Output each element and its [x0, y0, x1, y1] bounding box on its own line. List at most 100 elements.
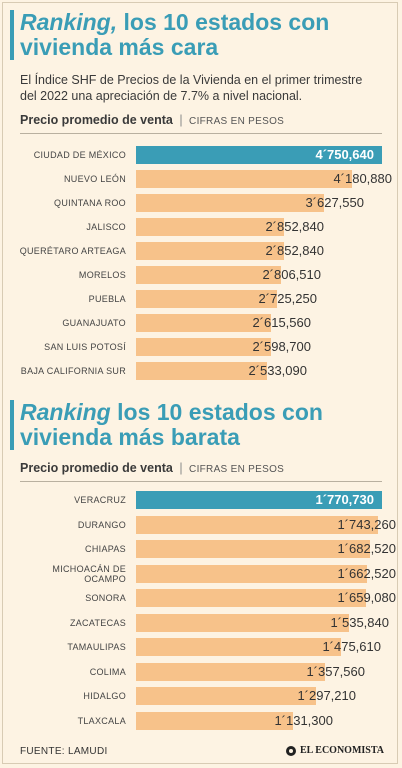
- bar-row: GUANAJUATO 2´615,560: [0, 311, 402, 335]
- bar: [136, 290, 277, 308]
- section2-accent-bar: [10, 400, 14, 450]
- section1-intro: El Índice SHF de Precios de la Vivienda …: [20, 73, 363, 103]
- bar: [136, 170, 352, 188]
- bar: [136, 218, 284, 236]
- bar: [136, 589, 366, 607]
- value-label: 1´770,730: [315, 492, 374, 507]
- category-label: NUEVO LEÓN: [63, 174, 126, 184]
- value-label: 2´725,250: [258, 291, 317, 306]
- chart-least-expensive: VERACRUZ 1´770,730 DURANGO 1´743,260 CHIAPAS…: [0, 488, 402, 733]
- bar-row: ZACATECAS 1´535,840: [0, 611, 402, 635]
- brand-name: EL ECONOMISTA: [300, 745, 384, 756]
- bar: [136, 194, 324, 212]
- value-label: 2´852,840: [265, 243, 324, 258]
- section1-label-sub: CIFRAS EN PESOS: [189, 116, 285, 127]
- value-label: 2´533,090: [248, 363, 307, 378]
- value-label: 1´659,080: [337, 590, 396, 605]
- bar-row: NUEVO LEÓN 4´180,880: [0, 167, 402, 191]
- section1-title: Ranking, los 10 estados con vivienda más…: [20, 10, 390, 60]
- category-label: VERACRUZ: [74, 495, 126, 505]
- section2-title: Ranking los 10 estados con vivienda más …: [20, 400, 390, 450]
- section2-rule: [20, 481, 382, 482]
- brand-icon: [286, 745, 296, 756]
- section2-label: Precio promedio de venta | CIFRAS EN PES…: [20, 461, 284, 475]
- bar-row: CIUDAD DE MÉXICO 4´750,640: [0, 143, 402, 167]
- value-label: 2´852,840: [265, 219, 324, 234]
- bar: [136, 687, 316, 705]
- bar-row: SONORA 1´659,080: [0, 586, 402, 610]
- value-label: 4´180,880: [333, 171, 392, 186]
- category-label: CIUDAD DE MÉXICO: [33, 150, 126, 160]
- bar-row: QUINTANA ROO 3´627,550: [0, 191, 402, 215]
- bar: [136, 540, 370, 558]
- category-label: HIDALGO: [83, 691, 126, 701]
- category-label: GUANAJUATO: [62, 318, 126, 328]
- value-label: 1´662,520: [337, 565, 396, 581]
- section2-label-sep: |: [179, 461, 183, 475]
- bar: [136, 362, 267, 380]
- category-label: TLAXCALA: [77, 715, 126, 726]
- bar-row: MICHOACÁN DE OCAMPO 1´662,520: [0, 562, 402, 586]
- category-label: MORELOS: [78, 270, 126, 280]
- category-label: QUINTANA ROO: [54, 198, 126, 208]
- bar: [136, 242, 284, 260]
- category-label: COLIMA: [89, 666, 126, 677]
- value-label: 1´131,300: [274, 712, 333, 728]
- bar-row: BAJA CALIFORNIA SUR 2´533,090: [0, 359, 402, 383]
- bar: [136, 491, 382, 509]
- category-label: ZACATECAS: [69, 617, 126, 628]
- category-label: SONORA: [85, 593, 126, 603]
- section1-title-rest: los 10 estados con vivienda más cara: [20, 9, 330, 60]
- bar-row: SAN LUIS POTOSÍ 2´598,700: [0, 335, 402, 359]
- bar: [136, 638, 341, 656]
- value-label: 3´627,550: [305, 195, 364, 210]
- infographic-frame: [2, 2, 398, 764]
- bar-row: VERACRUZ 1´770,730: [0, 488, 402, 512]
- section1-accent-bar: [10, 10, 14, 60]
- category-label: SAN LUIS POTOSÍ: [44, 342, 126, 352]
- bar: [136, 662, 325, 681]
- value-label: 2´615,560: [252, 315, 311, 330]
- footer-source: FUENTE: LAMUDI: [20, 746, 108, 757]
- bar: [136, 711, 293, 730]
- category-label: DURANGO: [77, 519, 126, 530]
- bar: [136, 266, 281, 284]
- value-label: 1´682,520: [337, 541, 396, 556]
- section1-label-sep: |: [179, 113, 183, 127]
- bar-row: JALISCO 2´852,840: [0, 215, 402, 239]
- section2-label-sub: CIFRAS EN PESOS: [189, 464, 285, 475]
- bar-row: HIDALGO 1´297,210: [0, 684, 402, 708]
- bar-row: QUERÉTARO ARTEAGA 2´852,840: [0, 239, 402, 263]
- bar-row: DURANGO 1´743,260: [0, 513, 402, 537]
- value-label: 4´750,640: [315, 147, 374, 162]
- category-label: CHIAPAS: [85, 544, 126, 554]
- bar: [136, 338, 271, 356]
- bar-row: CHIAPAS 1´682,520: [0, 537, 402, 561]
- bar-row: COLIMA 1´357,560: [0, 660, 402, 684]
- section2-title-rest: los 10 estados con vivienda más barata: [20, 399, 323, 450]
- category-label: PUEBLA: [88, 294, 126, 304]
- category-label: QUERÉTARO ARTEAGA: [19, 246, 126, 256]
- value-label: 1´357,560: [306, 663, 365, 679]
- value-label: 1´297,210: [297, 688, 356, 703]
- bar: [136, 564, 367, 583]
- section1-label: Precio promedio de venta | CIFRAS EN PES…: [20, 113, 284, 127]
- bar: [136, 146, 382, 164]
- category-label: MICHOACÁN DE OCAMPO: [52, 563, 126, 584]
- bar: [136, 314, 271, 332]
- category-label: BAJA CALIFORNIA SUR: [20, 366, 126, 376]
- value-label: 2´598,700: [252, 339, 311, 354]
- category-label: TAMAULIPAS: [67, 642, 126, 652]
- section1-rule: [20, 133, 382, 134]
- section1-label-bold: Precio promedio de venta: [20, 113, 173, 127]
- chart-most-expensive: CIUDAD DE MÉXICO 4´750,640 NUEVO LEÓN 4´180…: [0, 143, 402, 383]
- section2-title-em: Ranking: [20, 399, 111, 425]
- section1-title-em: Ranking,: [20, 9, 118, 35]
- category-label: JALISCO: [86, 222, 126, 232]
- brand-logo: EL ECONOMISTA: [286, 745, 384, 756]
- bar-row: MORELOS 2´806,510: [0, 263, 402, 287]
- bar: [136, 515, 378, 534]
- bar-row: TLAXCALA 1´131,300: [0, 709, 402, 733]
- value-label: 1´475,610: [322, 639, 381, 654]
- bar-row: TAMAULIPAS 1´475,610: [0, 635, 402, 659]
